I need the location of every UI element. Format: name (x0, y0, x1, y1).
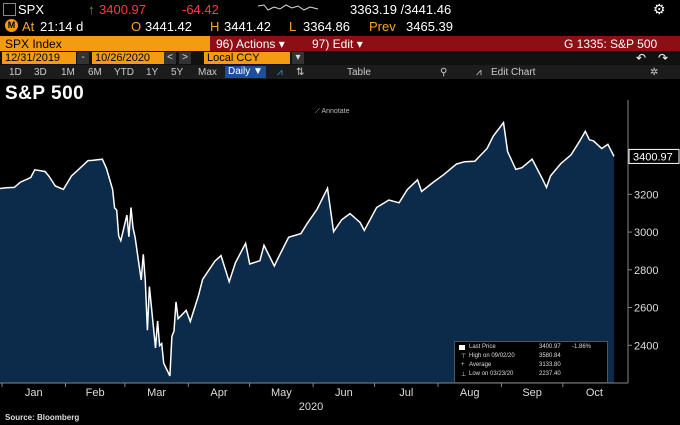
open-value: 3441.42 (145, 19, 192, 34)
price-line[interactable] (0, 120, 615, 377)
range-6m[interactable]: 6M (88, 67, 102, 78)
last-price: 3400.97 (99, 2, 146, 17)
high-value: 3441.42 (224, 19, 271, 34)
prev-period-button[interactable]: < (164, 52, 176, 64)
checkbox-icon[interactable] (3, 3, 16, 16)
at-time: 21:14 d (40, 19, 84, 34)
legend-low: 2237.40 (539, 371, 561, 377)
sparkline-icon (258, 4, 319, 11)
x-tick-label: Jun (335, 387, 353, 399)
range-5y[interactable]: 5Y (171, 67, 184, 78)
x-tick-label: Feb (86, 387, 105, 399)
at-label: At (22, 19, 35, 34)
legend-average: 3133.80 (539, 362, 561, 368)
price-change: -64.42 (182, 2, 219, 17)
y-tick-label: 2400 (634, 340, 658, 352)
legend-low-label: Low on 03/23/20 (469, 371, 514, 377)
end-date-field[interactable]: 10/26/2020 (92, 52, 164, 64)
x-tick-label: Jul (399, 387, 413, 399)
chart-legend: Last Price 3400.97 -1.86% ⊤ High on 09/0… (454, 341, 608, 383)
low-marker-icon: ⊥ (461, 372, 467, 378)
search-icon[interactable]: ⚲ (440, 67, 448, 78)
compare-icon[interactable]: ⇅ (296, 67, 305, 78)
function-bar: SPX Index 96) Actions ▾ 97) Edit ▾ G 133… (0, 36, 680, 51)
annotate-label: Annotate (321, 108, 350, 115)
y-tick-label: 2600 (634, 303, 658, 315)
quote-strip: SPX ↑ 3400.97 -64.42 3363.19 /3441.46 ⚙ … (0, 0, 680, 36)
start-date-field[interactable]: 12/31/2019 (2, 52, 76, 64)
high-label: H (210, 19, 220, 34)
last-value-box (628, 148, 680, 164)
undo-icon[interactable]: ↶ (636, 51, 647, 65)
range-1m[interactable]: 1M (61, 67, 75, 78)
x-axis-year-label: 2020 (299, 401, 323, 413)
table-button[interactable]: Table (347, 67, 371, 78)
range-3d[interactable]: 3D (34, 67, 47, 78)
open-label: O (131, 19, 142, 34)
currency-select[interactable]: Local CCY (204, 52, 290, 64)
price-area (0, 122, 614, 383)
chart-icon[interactable]: ⩘ (476, 67, 482, 78)
x-tick-label: Aug (460, 387, 480, 399)
range-1d[interactable]: 1D (9, 67, 22, 78)
x-tick-label: Apr (210, 387, 227, 399)
last-value-label: 3400.97 (633, 151, 673, 163)
high-marker-icon: ⊤ (461, 354, 467, 360)
next-period-button[interactable]: > (179, 52, 191, 64)
chart-title: S&P 500 (5, 83, 85, 104)
index-name: SPX Index (5, 37, 62, 51)
line-chart-icon[interactable]: ⩘ (277, 67, 283, 78)
range-ytd[interactable]: YTD (114, 67, 134, 78)
range-1y[interactable]: 1Y (146, 67, 159, 78)
date-separator: - (77, 52, 89, 64)
edit-chart-button[interactable]: Edit Chart (491, 67, 536, 78)
x-tick-label: Jan (25, 387, 43, 399)
redo-icon[interactable]: ↷ (658, 51, 669, 65)
range-bar: 1D 3D 1M 6M YTD 1Y 5Y Max Daily ▼ ⩘ ⇅ Ta… (0, 65, 680, 79)
up-arrow-icon: ↑ (88, 2, 95, 17)
prev-value: 3465.39 (406, 19, 453, 34)
source-note: Source: Bloomberg (5, 413, 80, 422)
annotate-button[interactable]: ⟋ Annotate (315, 108, 350, 116)
ticker: SPX (18, 2, 45, 17)
y-tick-label: 3200 (634, 189, 658, 201)
currency-dropdown-icon[interactable]: ▾ (292, 52, 304, 64)
x-tick-label: Sep (522, 387, 542, 399)
range-max[interactable]: Max (198, 67, 217, 78)
security-field[interactable]: SPX Index (0, 36, 210, 51)
x-tick-label: Oct (586, 387, 603, 399)
market-status-icon: M (5, 19, 18, 32)
legend-last-change: -1.86% (572, 344, 592, 350)
last-price-swatch (459, 345, 465, 350)
settings-icon[interactable]: ✲ (650, 67, 659, 78)
legend-last-price-label: Last Price (469, 344, 496, 350)
date-bar: 12/31/2019 - 10/26/2020 < > Local CCY ▾ … (0, 51, 680, 65)
y-tick-label: 2800 (634, 265, 658, 277)
legend-high: 3580.84 (539, 353, 561, 359)
legend-last-price: 3400.97 (539, 344, 561, 350)
period-select[interactable]: Daily ▼ (225, 66, 266, 78)
low-value: 3364.86 (303, 19, 350, 34)
legend-high-label: High on 09/02/20 (469, 353, 515, 359)
x-tick-label: Mar (147, 387, 166, 399)
gear-icon[interactable]: ⚙ (653, 1, 666, 17)
y-tick-label: 3000 (634, 227, 658, 239)
day-range: 3363.19 /3441.46 (350, 2, 452, 17)
chart-id: G 1335: S&P 500 (564, 37, 658, 51)
actions-menu[interactable]: 96) Actions ▾ (216, 37, 285, 51)
average-marker-icon: + (461, 362, 465, 368)
x-tick-label: May (271, 387, 292, 399)
annotate-icon: ⟋ (315, 108, 322, 115)
edit-menu[interactable]: 97) Edit ▾ (312, 37, 363, 51)
prev-label: Prev (369, 19, 396, 34)
low-label: L (289, 19, 297, 34)
legend-average-label: Average (469, 362, 492, 368)
menu-bar: 96) Actions ▾ 97) Edit ▾ G 1335: S&P 500 (210, 36, 680, 51)
